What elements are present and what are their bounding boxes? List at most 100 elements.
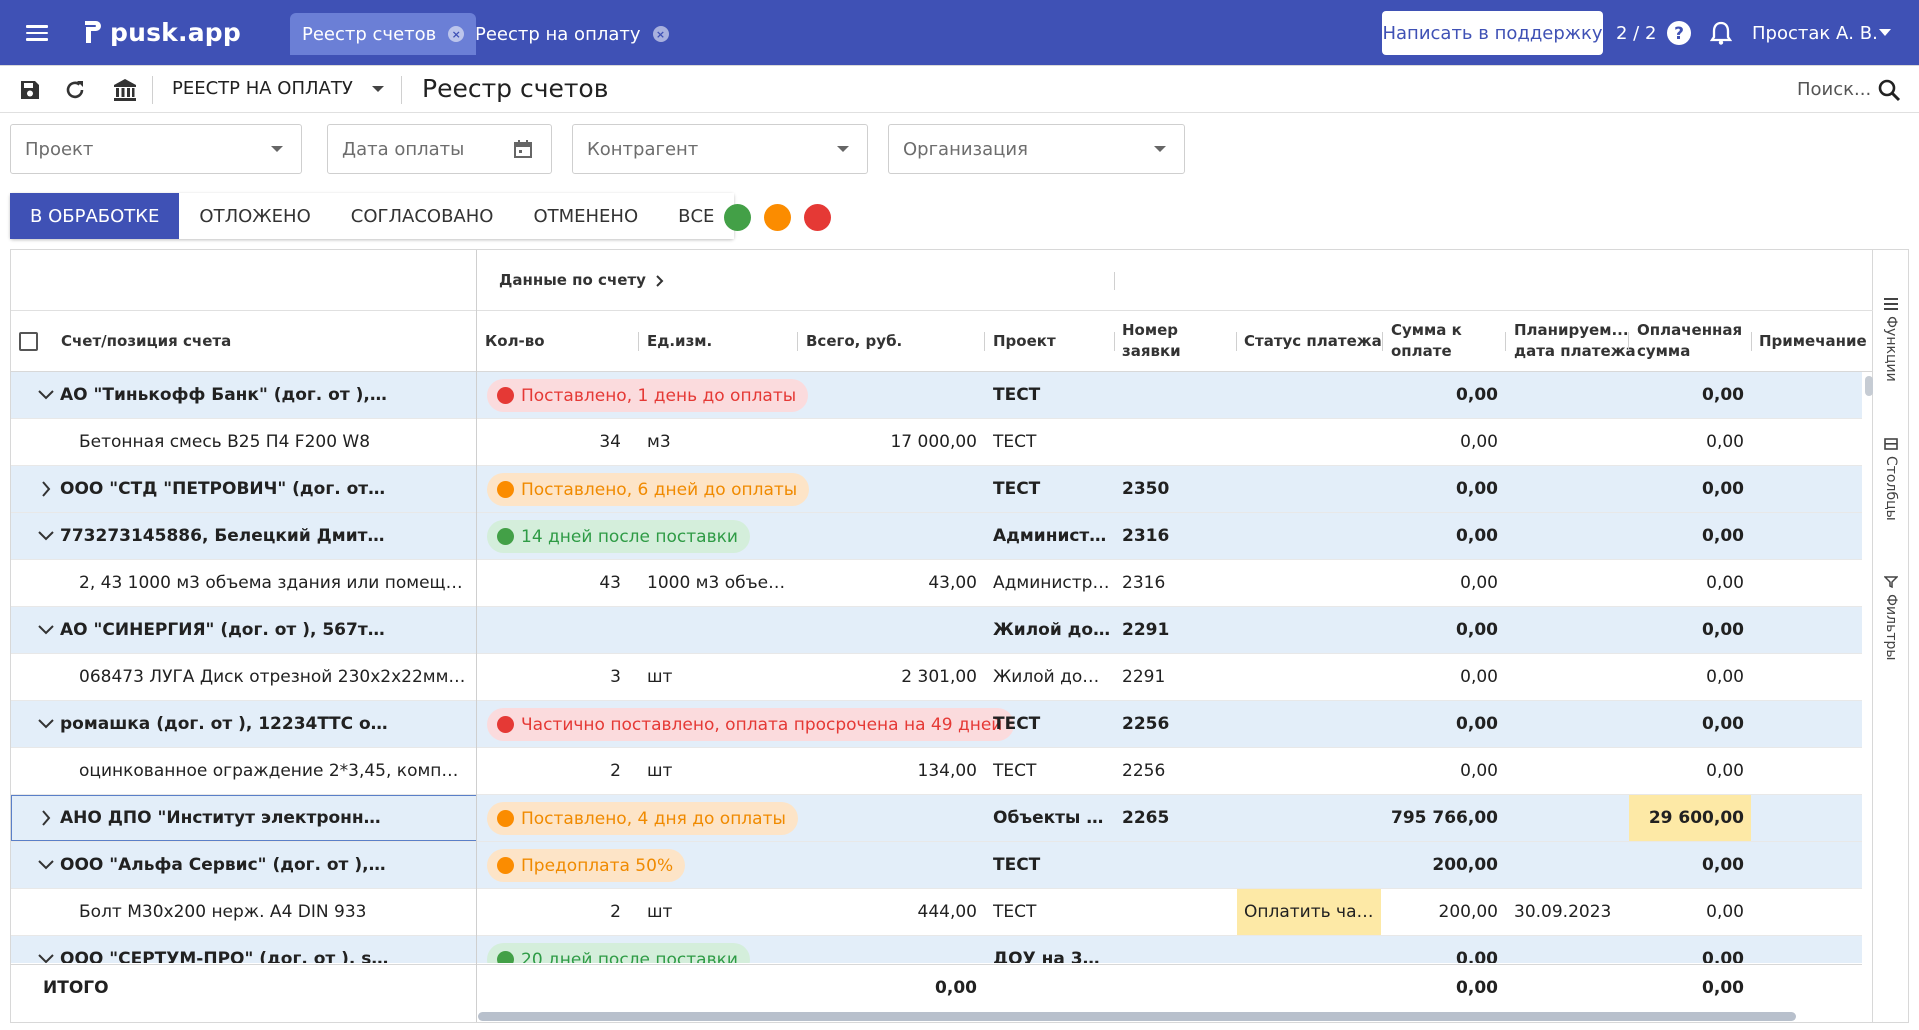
- collapse-chevron-icon[interactable]: [37, 386, 55, 404]
- invoice-row[interactable]: ООО "СТД "ПЕТРОВИЧ" (дог. от ), 456 от 3…: [11, 466, 1862, 513]
- user-menu-chevron-icon[interactable]: [1878, 0, 1892, 66]
- col-to-pay[interactable]: Сумма к оплате: [1391, 320, 1462, 362]
- side-filters[interactable]: Фильтры: [1879, 576, 1903, 660]
- paid-amount: 0,00: [1702, 949, 1744, 963]
- search-icon[interactable]: [1875, 76, 1903, 104]
- collapse-chevron-icon[interactable]: [37, 950, 55, 963]
- side-columns[interactable]: Столбцы: [1879, 438, 1903, 521]
- side-functions[interactable]: Функции: [1879, 298, 1903, 382]
- col-pay-status[interactable]: Статус платежа: [1244, 332, 1382, 350]
- item-unit: шт: [647, 902, 673, 922]
- col-qty[interactable]: Кол-во: [485, 332, 545, 350]
- expand-chevron-icon[interactable]: [37, 809, 55, 827]
- tab-postponed[interactable]: ОТЛОЖЕНО: [179, 193, 331, 239]
- col-order-no-line1: Номер: [1122, 321, 1179, 339]
- vertical-scrollbar[interactable]: [1863, 372, 1873, 962]
- col-total[interactable]: Всего, руб.: [806, 332, 903, 350]
- tab-in-processing[interactable]: В ОБРАБОТКЕ: [10, 193, 180, 239]
- delivery-status-text: Частично поставлено, оплата просрочена н…: [521, 714, 1003, 735]
- group-header-invoice-data[interactable]: Данные по счету: [499, 270, 664, 291]
- header-divider: [1114, 272, 1115, 290]
- logo-text: pusk.app: [110, 17, 241, 47]
- delivery-status-text: Поставлено, 4 дня до оплаты: [521, 808, 786, 829]
- invoice-item-row[interactable]: 068473 ЛУГА Диск отрезной 230х2х22мм по …: [11, 654, 1862, 701]
- organization-filter[interactable]: Организация: [888, 124, 1185, 174]
- delivery-status-badge: 14 дней после поставки: [487, 520, 750, 553]
- tab-all[interactable]: ВСЕ: [658, 193, 735, 239]
- expand-chevron-icon[interactable]: [37, 480, 55, 498]
- bank-icon[interactable]: [111, 76, 139, 104]
- collapse-chevron-icon[interactable]: [37, 527, 55, 545]
- delivery-status-badge: Поставлено, 6 дней до оплаты: [487, 473, 810, 506]
- menu-icon[interactable]: [26, 25, 48, 41]
- order-number: [1122, 372, 1222, 418]
- tab-approved[interactable]: СОГЛАСОВАНО: [330, 193, 514, 239]
- pay-date-placeholder: Дата оплаты: [342, 138, 465, 160]
- col-project[interactable]: Проект: [993, 332, 1056, 350]
- close-tab-icon[interactable]: ×: [652, 26, 669, 42]
- payment-status-cell[interactable]: Оплатить част...: [1237, 889, 1381, 935]
- invoice-row[interactable]: ООО "Альфа Сервис" (дог. от ), ТЕСТ ЖВХ …: [11, 842, 1862, 889]
- green-filter-button[interactable]: [724, 204, 751, 231]
- invoice-item-row[interactable]: Болт М30х200 нерж. А4 DIN 933 2 шт 444,00 Оп…: [11, 889, 1862, 936]
- invoice-row[interactable]: ромашка (дог. от ), 12234ТТС от 03.10.20…: [11, 701, 1862, 748]
- app-logo[interactable]: pusk.app: [82, 14, 241, 50]
- invoice-row[interactable]: АНО ДПО "Институт электронных систем б..…: [11, 795, 1862, 842]
- to-pay-amount: 200,00: [1438, 902, 1498, 922]
- chevron-down-icon: [1154, 146, 1166, 152]
- collapse-chevron-icon[interactable]: [37, 621, 55, 639]
- tab-payment-registry[interactable]: Реестр на оплату ×: [463, 13, 681, 55]
- collapse-chevron-icon[interactable]: [37, 856, 55, 874]
- col-account[interactable]: Счет/позиция счета: [61, 332, 232, 350]
- project-cell: ТЕСТ: [993, 479, 1041, 499]
- order-number: 2350: [1122, 479, 1170, 499]
- delivery-status-text: Поставлено, 1 день до оплаты: [521, 385, 797, 406]
- invoice-row[interactable]: АО "Тинькофф Банк" (дог. от ), 12454 от …: [11, 372, 1862, 419]
- bell-icon[interactable]: [1710, 0, 1732, 66]
- support-button[interactable]: Написать в поддержку: [1382, 11, 1603, 55]
- select-all-checkbox[interactable]: [19, 332, 38, 351]
- chevron-down-icon: [371, 85, 384, 92]
- user-name[interactable]: Простак А. В.: [1752, 22, 1878, 44]
- red-filter-button[interactable]: [804, 204, 831, 231]
- col-paid-amount[interactable]: Оплаченная сумма: [1637, 320, 1742, 362]
- collapse-chevron-icon[interactable]: [37, 715, 55, 733]
- refresh-icon[interactable]: [61, 76, 89, 104]
- scroll-thumb[interactable]: [1865, 376, 1873, 396]
- col-to-pay-line1: Сумма к: [1391, 321, 1462, 339]
- status-dot: [497, 810, 514, 827]
- save-icon[interactable]: [16, 76, 44, 104]
- invoice-row[interactable]: АО "СИНЕРГИЯ" (дог. от ), 567тД от 18.10…: [11, 607, 1862, 654]
- calendar-icon[interactable]: [513, 139, 533, 159]
- invoice-item-row[interactable]: 2, 43 1000 м3 объема здания или помещени…: [11, 560, 1862, 607]
- counterparty-filter[interactable]: Контрагент: [572, 124, 868, 174]
- registry-select[interactable]: РЕЕСТР НА ОПЛАТУ: [172, 78, 385, 99]
- to-pay-amount: 0,00: [1460, 761, 1498, 781]
- col-order-no-line2: заявки: [1122, 342, 1181, 360]
- close-tab-icon[interactable]: ×: [448, 26, 465, 42]
- menu-icon: [1884, 298, 1898, 310]
- col-unit[interactable]: Ед.изм.: [647, 332, 713, 350]
- columns-icon: [1884, 438, 1898, 450]
- invoice-item-row[interactable]: оцинкованное ограждение 2*3,45, комплект…: [11, 748, 1862, 795]
- orange-filter-button[interactable]: [764, 204, 791, 231]
- invoice-item-row[interactable]: Бетонная смесь B25 П4 F200 W8 34 м3 17 000,…: [11, 419, 1862, 466]
- help-icon[interactable]: ?: [1666, 0, 1692, 66]
- totals-paid: 0,00: [1702, 978, 1744, 998]
- header-divider: [1628, 332, 1629, 351]
- invoice-row[interactable]: 773273145886, Белецкий Дмитрий Николае..…: [11, 513, 1862, 560]
- horizontal-scrollbar[interactable]: [478, 1012, 1796, 1021]
- invoice-row[interactable]: ООО "СЕРТУМ-ПРО" (дог. от ), s2393831394…: [11, 936, 1862, 963]
- col-planned-line2: дата платежа: [1514, 342, 1636, 360]
- col-order-no[interactable]: Номер заявки: [1122, 320, 1181, 362]
- planned-date: 30.09.2023: [1514, 902, 1612, 922]
- item-qty: 3: [610, 667, 621, 687]
- col-note[interactable]: Примечание: [1759, 332, 1867, 350]
- tab-cancelled[interactable]: ОТМЕНЕНО: [513, 193, 659, 239]
- search-input[interactable]: Поиск...: [1797, 79, 1872, 100]
- to-pay-amount: 0,00: [1460, 667, 1498, 687]
- pay-date-filter[interactable]: Дата оплаты: [327, 124, 552, 174]
- project-filter[interactable]: Проект: [10, 124, 302, 174]
- col-planned-date[interactable]: Планируем... дата платежа: [1514, 320, 1636, 362]
- tab-invoice-registry[interactable]: Реестр счетов ×: [290, 13, 477, 55]
